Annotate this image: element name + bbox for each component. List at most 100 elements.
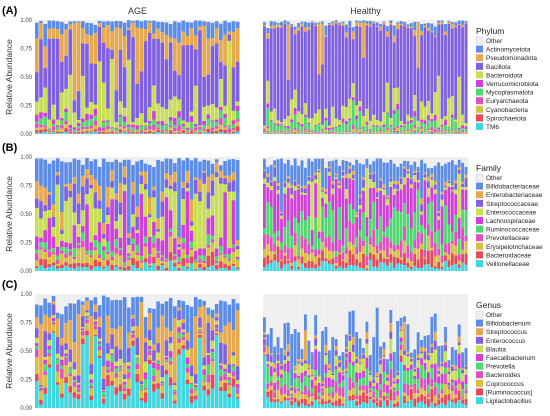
bar-segment bbox=[283, 384, 287, 394]
bar-segment bbox=[189, 22, 194, 29]
bar-segment bbox=[444, 185, 447, 188]
bar-segment bbox=[122, 128, 127, 132]
bar-segment bbox=[219, 254, 223, 262]
bar-segment bbox=[444, 342, 447, 346]
bar-segment bbox=[345, 247, 348, 254]
bar-segment bbox=[106, 367, 110, 370]
bar-segment bbox=[314, 132, 318, 134]
bar-segment bbox=[454, 369, 458, 371]
bar-segment bbox=[139, 71, 144, 114]
bar-segment bbox=[181, 332, 186, 335]
bar-segment bbox=[403, 253, 406, 266]
bar-segment bbox=[351, 157, 355, 166]
bar-segment bbox=[283, 227, 287, 246]
bar-segment bbox=[321, 158, 324, 188]
bar-segment bbox=[164, 327, 169, 341]
bar-segment bbox=[382, 371, 386, 384]
bar-segment bbox=[416, 20, 420, 23]
bar-segment bbox=[304, 263, 307, 268]
bar-segment bbox=[365, 331, 369, 340]
bar-segment bbox=[110, 355, 114, 363]
bar-segment bbox=[331, 387, 335, 392]
bar-segment bbox=[106, 20, 110, 22]
bar-segment bbox=[43, 259, 47, 269]
bar-segment bbox=[156, 238, 160, 252]
bar-segment bbox=[206, 247, 211, 256]
bar-segment bbox=[35, 127, 39, 131]
bar-segment bbox=[382, 355, 386, 357]
bar-segment bbox=[164, 131, 169, 133]
bar-segment bbox=[173, 38, 177, 71]
bar-segment bbox=[331, 157, 335, 161]
bar-segment bbox=[227, 269, 232, 271]
bar-segment bbox=[362, 268, 365, 271]
bar-segment bbox=[382, 294, 386, 343]
bar-segment bbox=[375, 401, 379, 403]
bar-segment bbox=[51, 262, 56, 266]
bar-segment bbox=[444, 24, 447, 32]
bar-segment bbox=[189, 157, 194, 161]
bar-segment bbox=[81, 263, 85, 268]
bar-segment bbox=[106, 161, 110, 188]
bar-segment bbox=[423, 390, 427, 397]
bar-segment bbox=[406, 24, 410, 27]
bar-segment bbox=[35, 158, 39, 182]
bar-segment bbox=[416, 127, 420, 133]
bar-segment bbox=[450, 379, 454, 383]
bar-segment bbox=[64, 306, 68, 324]
bar-segment bbox=[297, 359, 300, 363]
bar-segment bbox=[321, 197, 324, 207]
bar-segment bbox=[368, 157, 372, 165]
bar-segment bbox=[39, 21, 43, 24]
legend-item-label: Other bbox=[486, 312, 503, 319]
bar-segment bbox=[189, 111, 194, 117]
bar-segment bbox=[351, 27, 355, 32]
bar-segment bbox=[345, 228, 348, 248]
bar-segment bbox=[189, 306, 194, 349]
bar-segment bbox=[321, 157, 324, 159]
bar-segment bbox=[399, 330, 403, 338]
bar-segment bbox=[143, 342, 148, 362]
bar-segment bbox=[173, 118, 177, 126]
bar-segment bbox=[214, 294, 219, 304]
bar-segment bbox=[300, 359, 304, 363]
bar-segment bbox=[231, 127, 236, 131]
bar-segment bbox=[101, 390, 106, 391]
bar-segment bbox=[85, 297, 89, 301]
bar-segment bbox=[60, 157, 64, 162]
bar-segment bbox=[114, 20, 119, 28]
bar-segment bbox=[263, 25, 266, 27]
bar-segment bbox=[43, 125, 47, 128]
bar-segment bbox=[406, 178, 410, 215]
bar-segment bbox=[358, 379, 362, 386]
bar-segment bbox=[131, 129, 135, 131]
bar-segment bbox=[210, 374, 215, 389]
bar-segment bbox=[181, 238, 186, 244]
bar-segment bbox=[173, 21, 177, 39]
bar-segment bbox=[168, 117, 173, 121]
bar-segment bbox=[389, 323, 393, 332]
bar-segment bbox=[334, 175, 338, 177]
bar-segment bbox=[160, 382, 165, 385]
bar-segment bbox=[85, 310, 89, 313]
bar-segment bbox=[338, 157, 341, 166]
bar-segment bbox=[219, 177, 223, 184]
bar-segment bbox=[399, 362, 403, 408]
bar-segment bbox=[389, 23, 393, 25]
bar-segment bbox=[60, 131, 64, 133]
bar-segment bbox=[76, 392, 81, 395]
bar-segment bbox=[97, 345, 102, 351]
bar-segment bbox=[89, 294, 93, 301]
bar-segment bbox=[156, 129, 160, 133]
bar-segment bbox=[375, 294, 379, 308]
bar-segment bbox=[406, 354, 410, 357]
bar-segment bbox=[310, 261, 314, 268]
bar-segment bbox=[135, 337, 139, 356]
legend-item-label: Pseudomonadota bbox=[486, 55, 537, 62]
legend-item-label: Bacteroidota bbox=[486, 72, 523, 79]
bar-segment bbox=[223, 125, 227, 128]
bar-segment bbox=[348, 132, 352, 134]
bar-segment bbox=[392, 163, 396, 181]
y-tick-label: 0.75 bbox=[20, 47, 32, 53]
bar-segment bbox=[345, 294, 348, 335]
